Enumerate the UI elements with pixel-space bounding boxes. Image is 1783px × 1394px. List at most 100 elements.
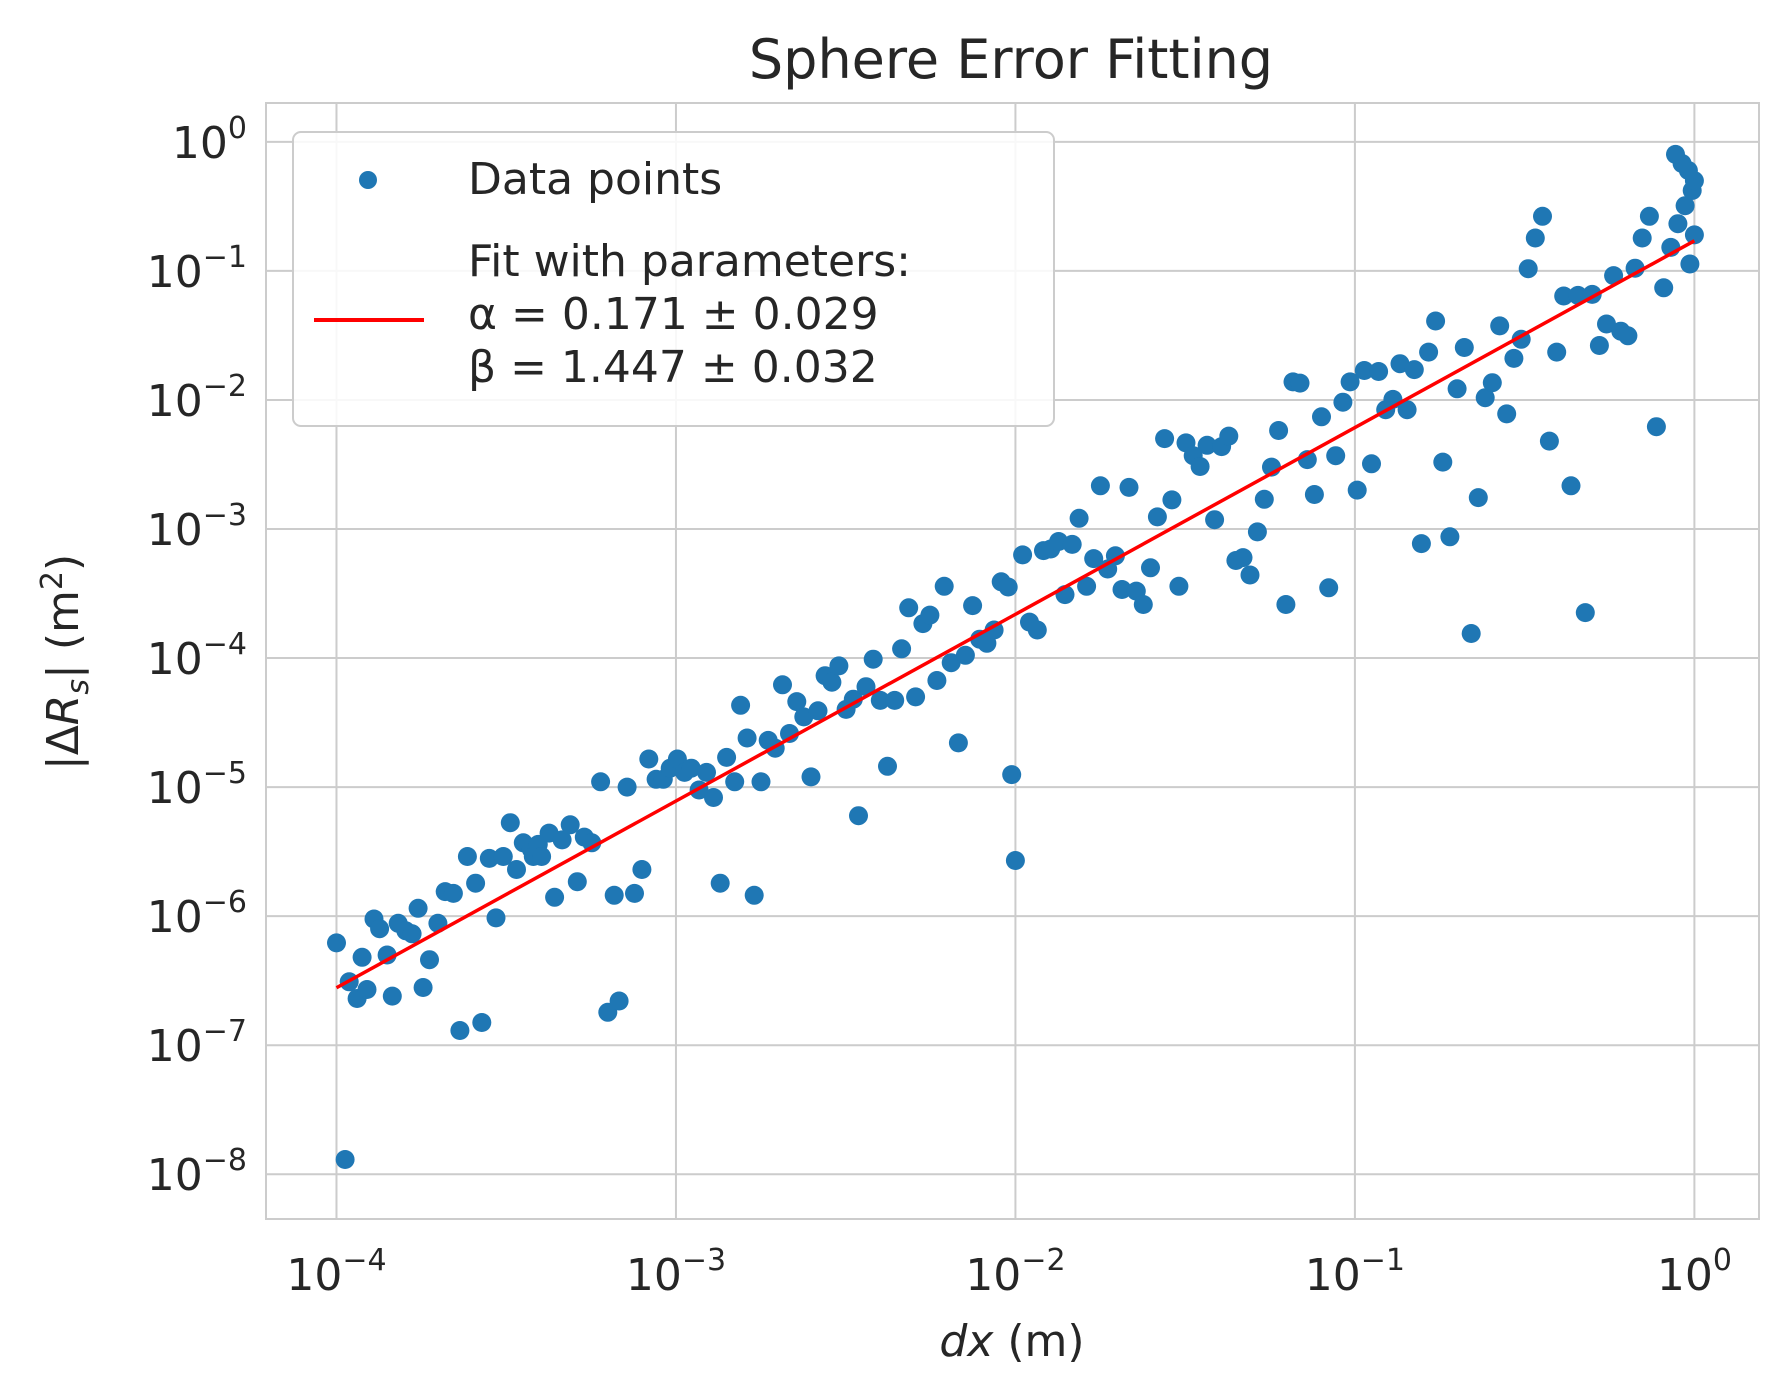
data-point-63 — [751, 772, 771, 792]
data-point-99 — [1002, 765, 1022, 785]
data-point-174 — [1533, 206, 1552, 226]
y-tick-label-7: 10−1 — [147, 240, 247, 298]
data-point-133 — [1240, 565, 1260, 585]
data-point-159 — [1426, 311, 1446, 331]
data-point-179 — [1568, 285, 1588, 305]
data-point-27 — [507, 860, 526, 879]
y-tick-label-0: 10−8 — [147, 1143, 247, 1201]
data-point-84 — [899, 598, 919, 618]
legend-entry-fit: Fit with parameters: α = 0.171 ± 0.029 β =… — [314, 236, 911, 393]
y-tick-labels: 10−8 10−7 10−6 10−5 10−4 10−3 10−2 10−1 100 — [147, 111, 247, 1201]
data-point-186 — [1618, 326, 1638, 346]
data-point-100 — [1005, 851, 1025, 870]
data-point-93 — [963, 596, 983, 616]
data-point-70 — [801, 767, 821, 787]
data-point-71 — [808, 701, 828, 721]
y-tick-label-3: 10−5 — [147, 756, 247, 814]
x-tick-labels: 10−4 10−3 10−2 10−1 100 — [286, 1243, 1732, 1301]
data-point-164 — [1461, 624, 1481, 643]
x-tick-label-3: 10−1 — [1305, 1243, 1405, 1301]
data-point-56 — [704, 788, 723, 807]
data-point-98 — [998, 577, 1018, 597]
data-point-109 — [1069, 508, 1089, 528]
data-point-168 — [1490, 316, 1510, 336]
data-point-12 — [402, 924, 422, 944]
data-point-91 — [948, 733, 968, 753]
data-point-9 — [382, 986, 402, 1006]
data-point-45 — [625, 883, 644, 903]
data-point-172 — [1518, 259, 1538, 279]
data-point-87 — [920, 605, 940, 625]
data-point-128 — [1205, 510, 1225, 530]
data-point-43 — [609, 991, 629, 1011]
data-point-138 — [1276, 595, 1296, 614]
data-point-158 — [1419, 342, 1439, 362]
data-point-40 — [591, 772, 611, 792]
y-tick-label-6: 10−2 — [147, 369, 247, 427]
y-tick-label-1: 10−7 — [147, 1014, 247, 1072]
data-point-169 — [1497, 404, 1517, 424]
data-point-25 — [493, 847, 513, 866]
y-tick-label-4: 10−4 — [147, 627, 247, 685]
data-point-142 — [1304, 485, 1324, 504]
data-point-187 — [1625, 258, 1645, 278]
data-point-193 — [1668, 214, 1688, 234]
data-point-110 — [1077, 576, 1097, 596]
data-point-126 — [1190, 457, 1210, 476]
data-point-21 — [466, 873, 486, 893]
data-point-201 — [1684, 225, 1704, 245]
data-point-4 — [352, 947, 372, 967]
data-point-23 — [479, 848, 499, 868]
data-point-127 — [1197, 435, 1217, 455]
data-point-74 — [829, 656, 849, 676]
data-point-137 — [1269, 421, 1289, 440]
data-point-111 — [1084, 549, 1104, 569]
data-point-165 — [1468, 488, 1488, 508]
data-point-53 — [681, 758, 701, 778]
data-point-200 — [1680, 254, 1700, 274]
y-tick-label-5: 10−3 — [147, 498, 247, 556]
data-point-88 — [927, 671, 947, 690]
data-point-79 — [863, 649, 883, 669]
data-point-5 — [357, 980, 377, 999]
data-point-39 — [582, 833, 602, 853]
legend-box — [292, 131, 1055, 427]
data-point-35 — [552, 830, 572, 850]
data-point-118 — [1133, 595, 1153, 614]
data-point-47 — [639, 749, 659, 769]
data-point-32 — [532, 847, 552, 866]
data-point-73 — [822, 672, 842, 692]
data-point-8 — [377, 945, 397, 965]
data-point-62 — [744, 885, 764, 905]
data-point-61 — [737, 728, 757, 748]
data-point-20 — [457, 847, 477, 866]
data-point-101 — [1013, 545, 1033, 565]
y-tick-label-8: 100 — [172, 111, 247, 169]
data-point-173 — [1525, 228, 1545, 248]
data-point-24 — [486, 908, 506, 928]
data-point-180 — [1575, 603, 1595, 623]
data-point-199 — [1666, 144, 1685, 164]
data-point-37 — [567, 872, 587, 892]
chart-title: Sphere Error Fitting — [749, 28, 1273, 91]
legend: Data points Fit with parameters: α = 0.17… — [292, 131, 1055, 427]
fit-line — [335, 239, 1696, 990]
data-point-18 — [443, 883, 463, 903]
data-point-59 — [725, 772, 745, 792]
data-point-163 — [1454, 338, 1474, 357]
legend-label-data-points: Data points — [468, 154, 722, 205]
data-point-1 — [335, 1150, 355, 1169]
data-point-69 — [794, 707, 814, 727]
data-point-145 — [1326, 446, 1346, 466]
data-point-82 — [885, 690, 905, 710]
data-point-146 — [1333, 392, 1353, 412]
data-point-155 — [1397, 400, 1417, 420]
data-point-191 — [1654, 278, 1674, 298]
data-point-182 — [1589, 336, 1609, 355]
data-point-189 — [1639, 206, 1659, 226]
data-point-13 — [408, 898, 428, 918]
x-tick-label-2: 10−2 — [965, 1243, 1065, 1301]
data-point-85 — [906, 687, 926, 707]
data-point-157 — [1411, 534, 1431, 554]
